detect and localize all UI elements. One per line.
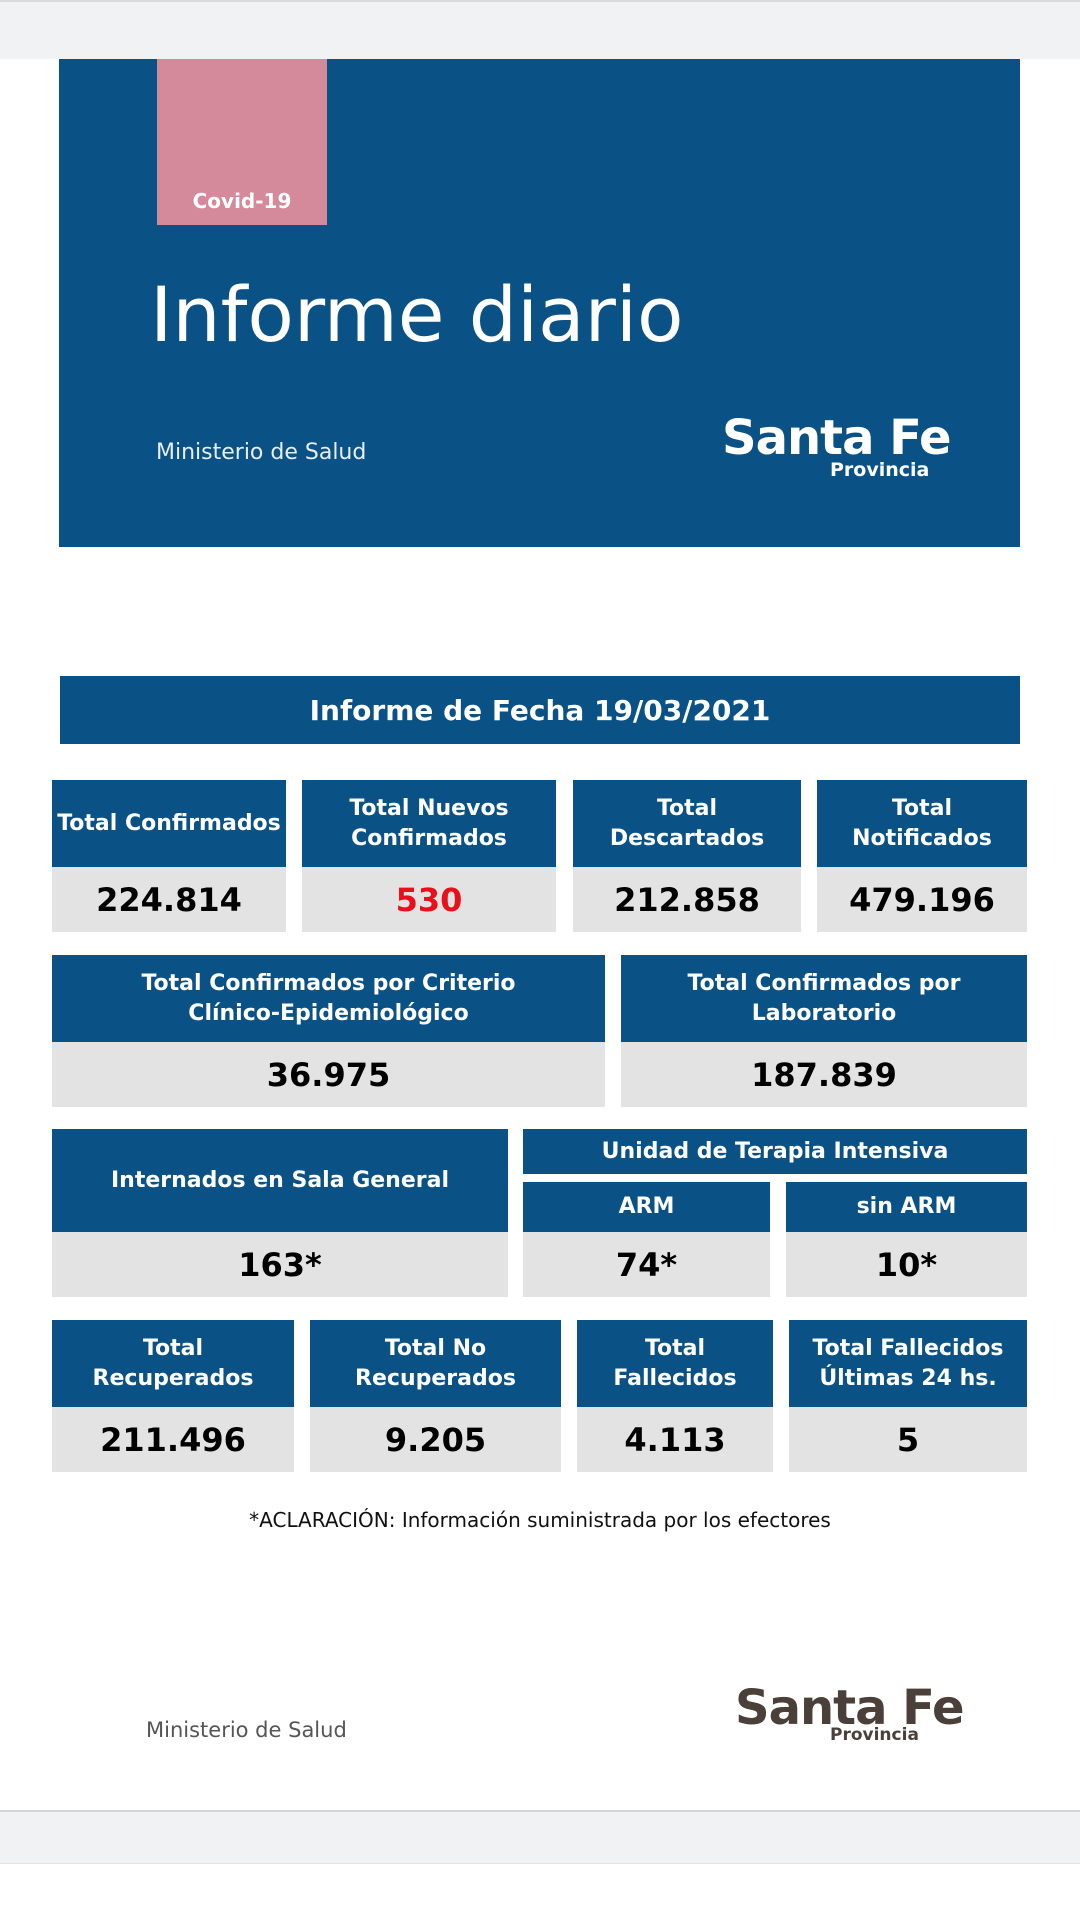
total-fallecidos-header: Total Fallecidos [577, 1320, 773, 1407]
total-notificados-header: Total Notificados [817, 780, 1027, 867]
report-date-bar: Informe de Fecha 19/03/2021 [60, 676, 1020, 744]
total-descartados-value: 212.858 [573, 867, 801, 932]
confirmados-laboratorio-header: Total Confirmados por Laboratorio [621, 955, 1027, 1042]
total-notificados-value: 479.196 [817, 867, 1027, 932]
total-no-recuperados-header: Total No Recuperados [310, 1320, 561, 1407]
santa-fe-logo: Santa Fe [722, 410, 952, 466]
total-nuevos-confirmados-value: 530 [302, 867, 556, 932]
arm-header: ARM [523, 1182, 770, 1232]
total-fallecidos-value: 4.113 [577, 1407, 773, 1472]
footnote: *ACLARACIÓN: Información suministrada po… [249, 1508, 831, 1532]
footer-santa-fe-logo: Santa Fe [735, 1680, 965, 1736]
confirmados-criterio-clinico-header: Total Confirmados por Criterio Clínico-E… [52, 955, 605, 1042]
total-recuperados-value: 211.496 [52, 1407, 294, 1472]
total-confirmados-value: 224.814 [52, 867, 286, 932]
sin-arm-header: sin ARM [786, 1182, 1027, 1232]
top-band [0, 0, 1080, 59]
sin-arm-value: 10* [786, 1232, 1027, 1297]
total-nuevos-confirmados-header: Total Nuevos Confirmados [302, 780, 556, 867]
confirmados-laboratorio-value: 187.839 [621, 1042, 1027, 1107]
total-fallecidos-24hs-header: Total Fallecidos Últimas 24 hs. [789, 1320, 1027, 1407]
total-fallecidos-24hs-value: 5 [789, 1407, 1027, 1472]
footer-santa-fe-logo-sub: Provincia [830, 1725, 919, 1745]
total-recuperados-header: Total Recuperados [52, 1320, 294, 1407]
arm-value: 74* [523, 1232, 770, 1297]
total-confirmados-header: Total Confirmados [52, 780, 286, 867]
footer-ministry-label: Ministerio de Salud [146, 1718, 347, 1742]
bottom-band [0, 1810, 1080, 1864]
total-descartados-header: Total Descartados [573, 780, 801, 867]
internados-sala-general-value: 163* [52, 1232, 508, 1297]
page-title: Informe diario [150, 270, 684, 359]
ministry-label: Ministerio de Salud [156, 440, 367, 465]
santa-fe-logo-sub: Provincia [830, 459, 930, 481]
covid-tag: Covid-19 [157, 59, 327, 225]
uti-header: Unidad de Terapia Intensiva [523, 1129, 1027, 1174]
total-no-recuperados-value: 9.205 [310, 1407, 561, 1472]
confirmados-criterio-clinico-value: 36.975 [52, 1042, 605, 1107]
internados-sala-general-header: Internados en Sala General [52, 1129, 508, 1232]
